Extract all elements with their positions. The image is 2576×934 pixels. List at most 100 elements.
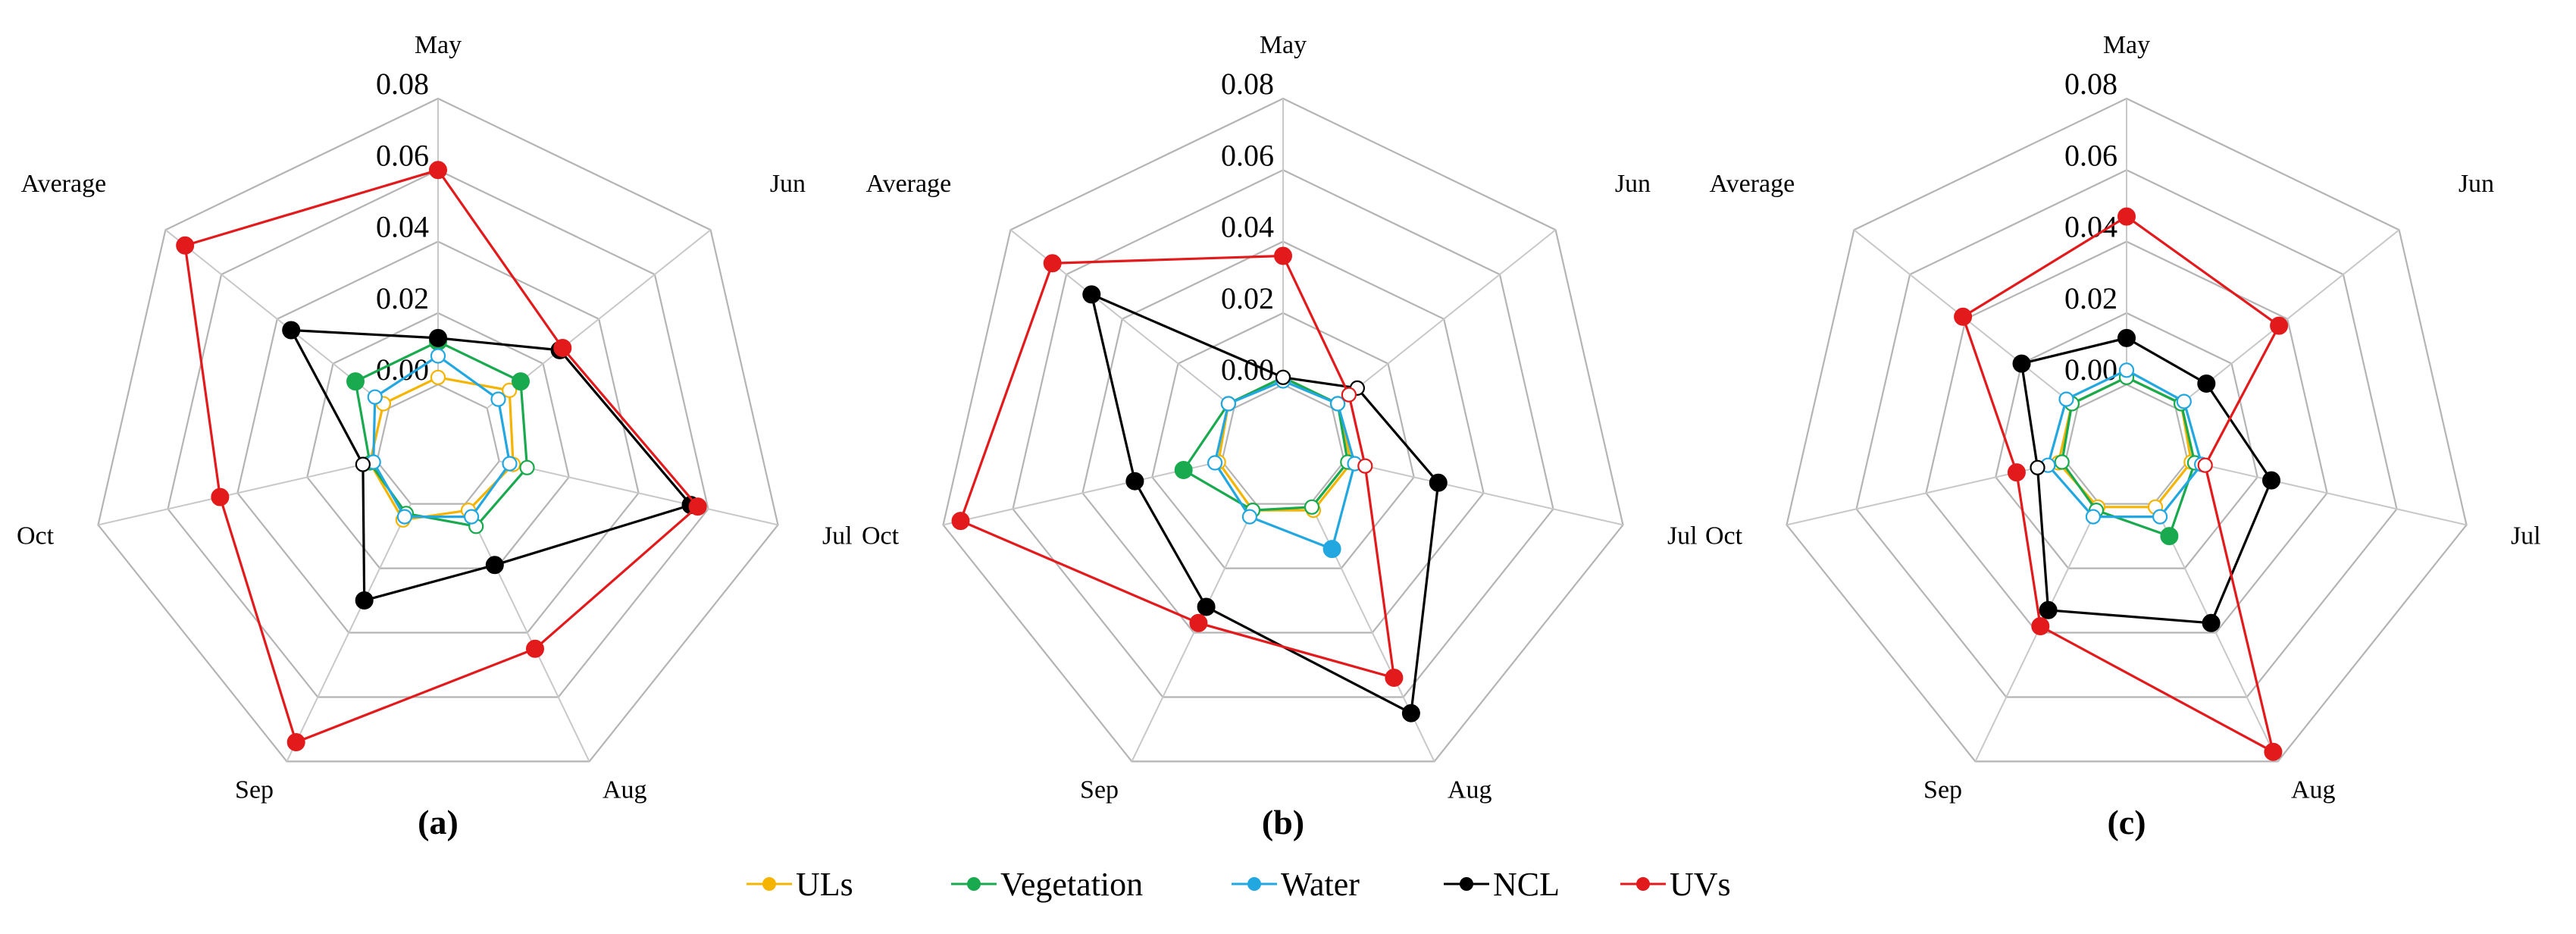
data-point-uls-may [430,369,446,385]
series-line-vegetation [2061,376,2196,538]
data-point-ncl-may [1275,369,1291,385]
legend-item-uvs: UVs [1620,866,1731,903]
legend-item-uls: ULs [747,866,853,903]
data-point-water-may [430,348,446,364]
data-point-vegetation-aug [2160,527,2179,546]
legend-label-ncl: NCL [1493,866,1560,903]
spoke-aug [465,503,590,762]
data-point-uvs-may [429,161,447,180]
category-label-jun: Jun [770,170,806,198]
tick-label: 0.06 [2064,138,2117,172]
data-point-uvs-oct [2007,463,2026,482]
series-line-uls [2057,376,2193,509]
data-point-uvs-jun [2270,316,2289,335]
data-point-ncl-average [282,321,301,340]
panel-label: (a) [418,803,459,842]
data-point-uvs-average [176,236,195,255]
category-label-jun: Jun [1615,170,1651,198]
tick-label: 0.08 [376,67,429,101]
series-ncl [2012,328,2280,632]
category-label-sep: Sep [1080,776,1119,804]
data-point-water-aug [1322,540,1341,559]
grid-ring-3 [167,169,709,698]
legend-swatch-marker-ncl [1460,877,1473,891]
data-point-uvs-jul [688,497,707,516]
data-point-water-oct [1207,455,1223,471]
category-label-may: May [415,31,462,59]
data-point-water-sep [1241,509,1258,525]
category-label-jul: Jul [822,522,853,550]
data-point-water-average [367,389,383,405]
grid-ring-4 [1786,97,2468,763]
data-point-ncl-oct [355,456,371,472]
category-label-may: May [2103,31,2150,59]
spoke-jun [1332,229,1557,409]
data-point-uvs-sep [2031,617,2050,635]
series-line-uvs [959,254,1396,679]
spoke-average [1009,229,1235,409]
series-ncl [282,321,700,610]
data-point-vegetation-oct [2054,454,2070,470]
grid-ring-0 [2064,383,2189,505]
data-point-ncl-sep [1197,597,1216,616]
category-label-average: Average [866,170,952,198]
data-point-ncl-may [429,328,447,347]
tick-label: 0.08 [1221,67,1274,101]
grid-ring-3 [1855,169,2398,698]
legend-swatch-marker-uls [762,877,776,891]
series-line-uvs [1961,215,2280,754]
tick-label: 0.02 [376,281,429,315]
data-point-uvs-jun [1341,387,1357,403]
data-point-water-jul [502,456,518,472]
data-point-ncl-sep [2039,600,2058,619]
data-point-uvs-aug [526,639,544,658]
data-point-water-jun [2176,393,2192,409]
category-label-aug: Aug [1448,776,1492,804]
category-label-sep: Sep [1923,776,1962,804]
tick-label: 0.06 [1221,138,1274,172]
series-uvs [176,161,707,751]
spoke-sep [286,503,412,762]
series-uls [2051,369,2199,515]
legend-swatch-marker-vegetation [967,877,981,891]
grid-ring-0 [1221,383,1345,505]
spoke-jul [2187,460,2467,526]
series-line-water [372,354,512,519]
legend-item-water: Water [1232,866,1360,903]
category-label-oct: Oct [17,522,55,550]
legend-swatch-marker-water [1247,877,1261,891]
category-label-aug: Aug [2291,776,2336,804]
grid-ring-0 [376,383,500,505]
panel-label: (b) [1262,803,1304,842]
category-label-oct: Oct [1705,522,1743,550]
grid-ring-2 [236,240,640,634]
series-water [365,348,518,525]
data-point-uvs-may [2117,207,2136,226]
data-point-ncl-oct [1125,472,1144,491]
data-point-water-average [1220,396,1237,412]
grid-ring-4 [942,97,1624,763]
data-point-ncl-aug [485,556,504,575]
data-point-water-aug [2152,509,2168,525]
data-point-water-aug [463,509,480,525]
legend-label-uls: ULs [796,866,853,903]
grid-ring-2 [1925,240,2328,634]
category-label-jun: Jun [2459,170,2494,198]
series-ncl [1082,285,1448,722]
legend-label-water: Water [1281,866,1360,903]
radar-panel-a: 0.000.020.040.060.08MayJunJulAugSepOctAv… [17,31,853,842]
series-line-ncl [2020,337,2273,625]
series-uls [1210,369,1360,519]
data-point-vegetation-average [346,372,365,391]
series-line-vegetation [354,340,529,528]
panel-label: (c) [2107,803,2146,842]
data-point-ncl-aug [2202,613,2221,632]
data-point-uvs-sep [1189,613,1208,632]
grid-ring-2 [1081,240,1485,634]
spoke-jul [499,460,778,526]
spoke-jul [1344,460,1623,526]
legend: ULs Vegetation Water NCL UVs [747,866,1731,903]
legend-label-vegetation: Vegetation [1000,866,1143,903]
data-point-vegetation-jul [519,459,535,475]
